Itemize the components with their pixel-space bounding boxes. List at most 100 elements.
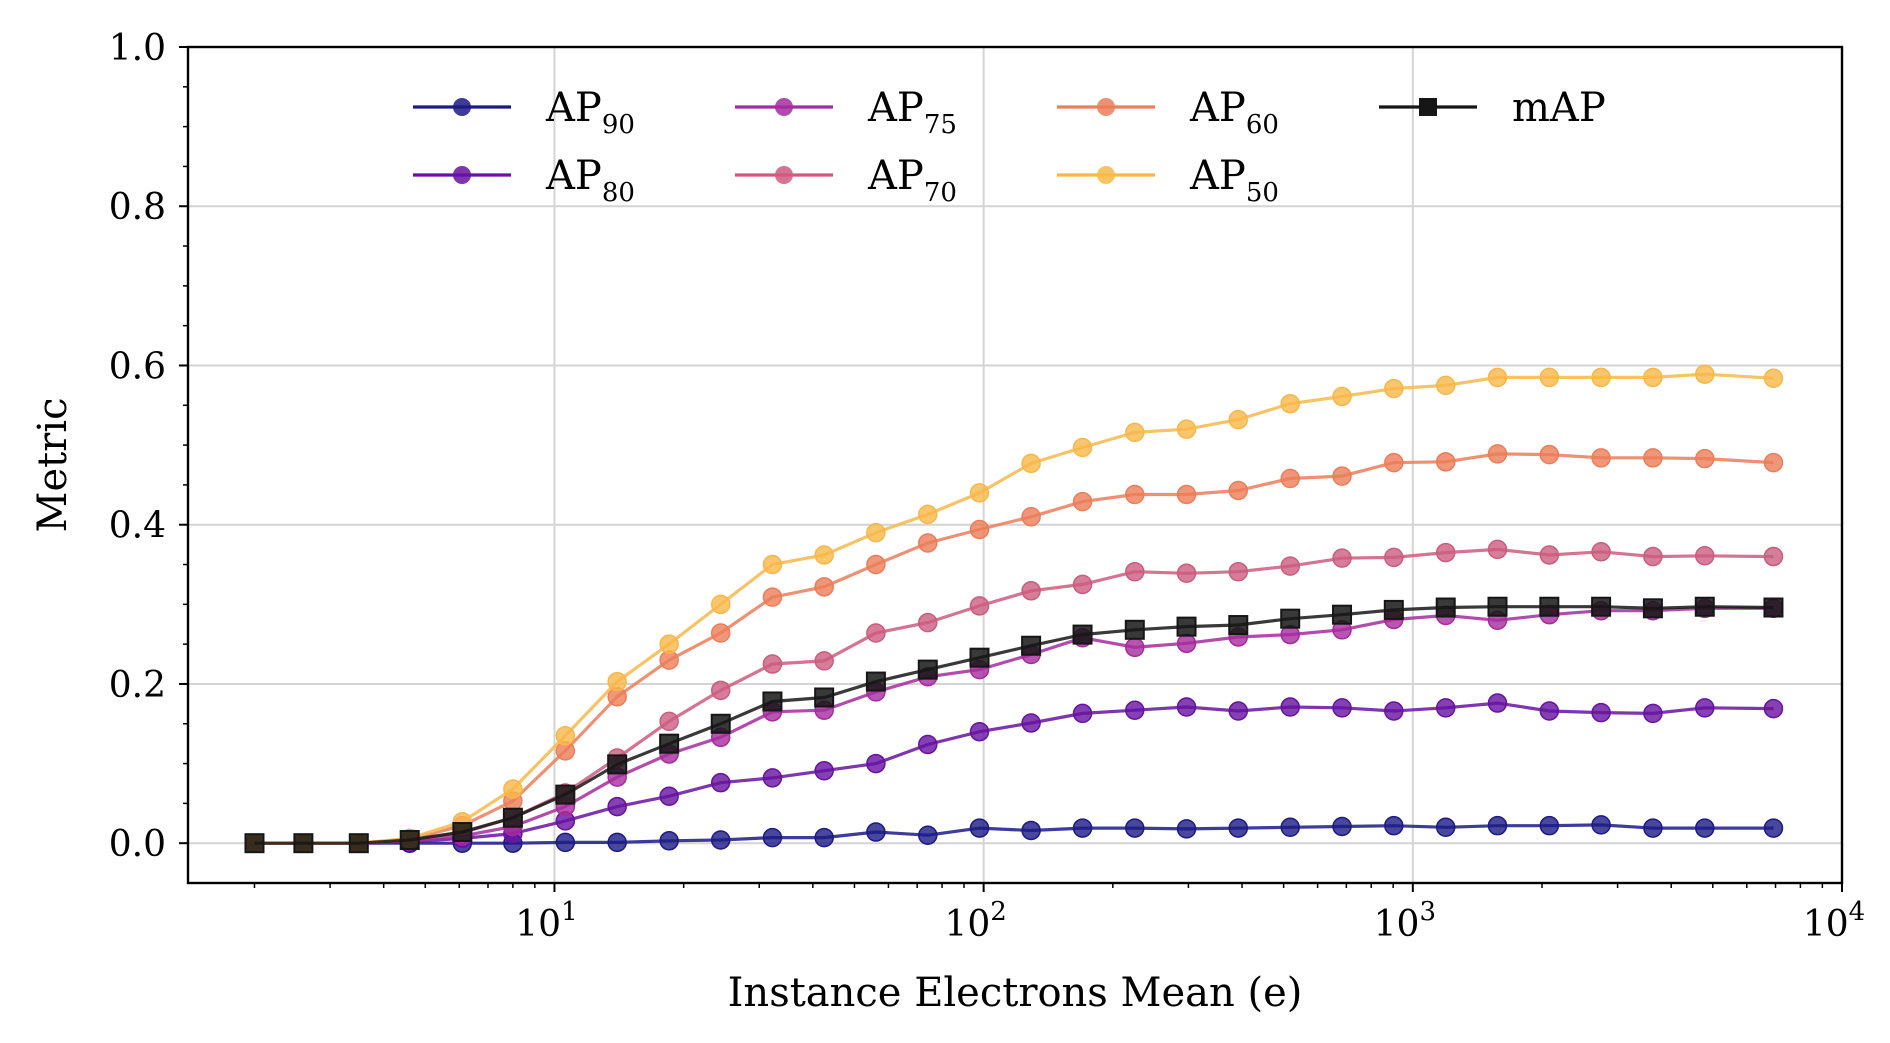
legend-label-subscript: 75 xyxy=(924,110,957,140)
x-tick-base: 10 xyxy=(515,904,561,945)
point-ap60 xyxy=(1228,480,1249,501)
point-ap60 xyxy=(1695,448,1715,469)
point-ap50 xyxy=(1021,453,1041,474)
point-map xyxy=(659,733,680,754)
legend-swatch-marker xyxy=(453,166,471,184)
legend-swatch-marker xyxy=(1419,98,1437,116)
x-axis-label: Instance Electrons Mean (e) xyxy=(728,970,1303,1016)
point-ap80 xyxy=(1384,701,1404,721)
legend-swatch-marker xyxy=(1097,98,1115,116)
point-map xyxy=(1435,597,1456,618)
x-tick-label: 102 xyxy=(944,897,1006,945)
point-ap90 xyxy=(1643,818,1663,838)
point-ap80 xyxy=(710,772,731,793)
point-ap80 xyxy=(1643,703,1663,724)
x-tick-exponent: 4 xyxy=(1849,897,1866,927)
point-map xyxy=(607,754,628,775)
point-map xyxy=(1642,598,1663,619)
y-tick-label: 0.4 xyxy=(109,506,166,547)
point-ap90 xyxy=(607,832,627,853)
point-ap50 xyxy=(1125,422,1145,443)
point-ap75 xyxy=(1125,637,1145,658)
point-ap80 xyxy=(607,796,627,817)
point-map xyxy=(710,713,731,734)
legend-item-map: mAP xyxy=(1379,85,1606,131)
point-map xyxy=(762,691,783,712)
point-map xyxy=(917,659,938,680)
point-ap80 xyxy=(1487,693,1508,713)
point-ap70 xyxy=(762,654,783,674)
point-map xyxy=(244,833,265,854)
point-ap50 xyxy=(1763,368,1784,388)
point-ap50 xyxy=(1332,386,1352,407)
y-tick-label: 1.0 xyxy=(109,28,166,69)
point-map xyxy=(1591,596,1612,617)
point-ap80 xyxy=(1176,697,1197,717)
point-ap90 xyxy=(1384,815,1404,836)
point-ap90 xyxy=(1695,818,1715,838)
point-ap80 xyxy=(866,753,886,774)
point-ap50 xyxy=(1384,378,1404,399)
point-ap90 xyxy=(1280,817,1300,838)
point-ap60 xyxy=(1763,452,1784,473)
point-ap90 xyxy=(1435,817,1456,838)
point-ap90 xyxy=(866,822,886,842)
point-ap90 xyxy=(1176,819,1197,839)
point-ap50 xyxy=(710,594,731,615)
point-map xyxy=(1763,597,1784,618)
point-ap70 xyxy=(659,711,679,732)
point-ap90 xyxy=(969,818,990,838)
legend-label-base: AP xyxy=(545,85,602,131)
x-tick-exponent: 1 xyxy=(561,897,578,927)
point-ap90 xyxy=(1591,815,1611,835)
point-ap50 xyxy=(866,522,886,543)
point-ap60 xyxy=(1487,444,1508,464)
point-ap70 xyxy=(969,596,990,616)
point-ap80 xyxy=(1435,698,1456,718)
point-ap80 xyxy=(1072,703,1093,724)
point-ap50 xyxy=(555,725,576,746)
x-tick-exponent: 2 xyxy=(990,897,1007,927)
point-map xyxy=(1176,616,1197,637)
point-ap80 xyxy=(762,768,783,788)
point-map xyxy=(1228,615,1249,636)
point-ap80 xyxy=(1280,697,1300,717)
point-ap80 xyxy=(1539,701,1560,721)
point-ap70 xyxy=(1643,546,1663,567)
point-ap80 xyxy=(1763,698,1784,719)
legend-item-ap70: AP70 xyxy=(735,153,957,208)
legend-label-base: mAP xyxy=(1512,85,1606,131)
point-ap50 xyxy=(1435,375,1456,396)
point-map xyxy=(1487,596,1508,617)
legend-label-base: AP xyxy=(1189,85,1246,131)
point-map xyxy=(865,671,886,692)
y-axis: 0.0 0.2 0.4 0.6 0.8 1.0 xyxy=(109,28,188,865)
point-ap90 xyxy=(918,825,938,845)
legend-item-ap50: AP50 xyxy=(1057,153,1279,208)
point-ap80 xyxy=(814,760,834,781)
point-ap50 xyxy=(607,671,627,692)
point-map xyxy=(399,830,420,851)
point-ap70 xyxy=(1435,542,1456,563)
point-ap90 xyxy=(814,827,834,848)
point-ap60 xyxy=(1280,468,1300,489)
point-map xyxy=(814,687,835,708)
legend-label: AP80 xyxy=(545,153,635,208)
point-ap60 xyxy=(1643,448,1663,468)
x-tick-exponent: 3 xyxy=(1419,897,1436,927)
legend-swatch-marker xyxy=(775,166,793,184)
point-ap80 xyxy=(1591,702,1611,723)
point-ap75 xyxy=(1176,633,1197,654)
point-ap80 xyxy=(1228,701,1249,721)
legend-item-ap80: AP80 xyxy=(413,153,635,208)
point-ap90 xyxy=(710,830,731,850)
point-ap70 xyxy=(1487,539,1508,560)
point-ap70 xyxy=(1125,561,1145,582)
x-tick-base: 10 xyxy=(944,904,990,945)
y-tick-label: 0.6 xyxy=(109,346,166,387)
series-layer xyxy=(244,364,1784,854)
point-ap50 xyxy=(1695,364,1715,384)
point-ap70 xyxy=(1695,546,1715,566)
grid-lines xyxy=(188,46,1843,883)
